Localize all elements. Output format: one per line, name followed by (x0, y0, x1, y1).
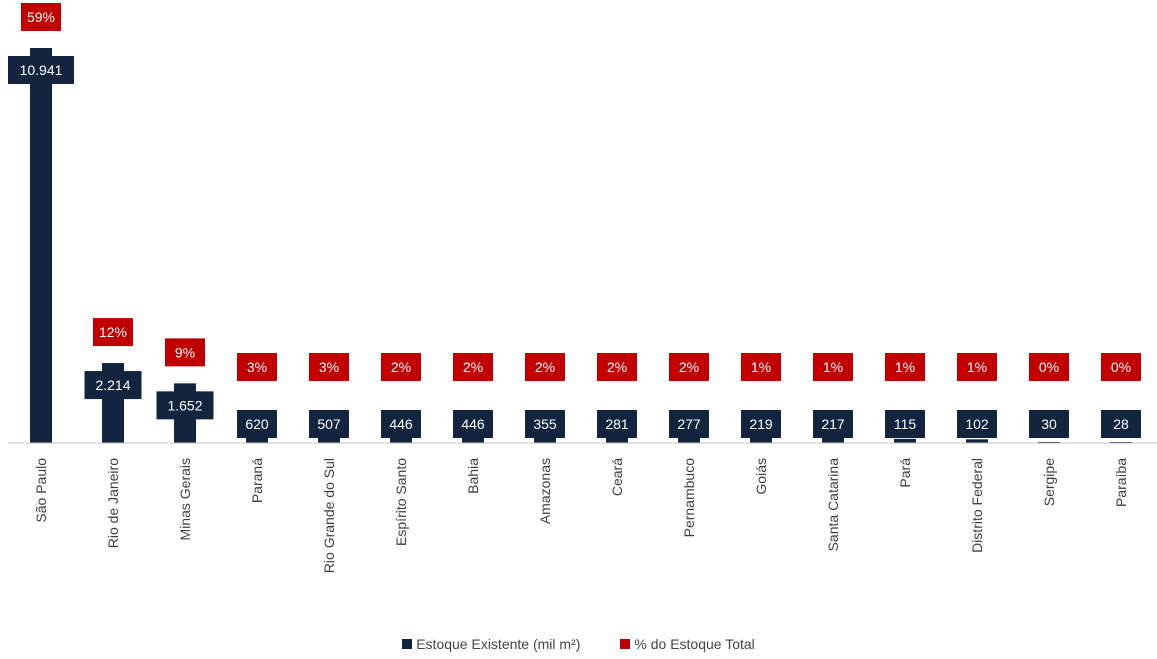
x-tick-label: São Paulo (33, 458, 49, 523)
bar (822, 435, 844, 443)
x-tick-label: Goiás (753, 458, 769, 495)
percent-label-box (237, 353, 277, 381)
percent-label-box (525, 353, 565, 381)
x-tick-label: Minas Gerais (177, 458, 193, 540)
value-label-box (597, 410, 637, 438)
bar (750, 435, 772, 443)
value-label: 620 (245, 416, 269, 432)
x-tick-label: Rio de Janeiro (105, 458, 121, 548)
x-tick-label: Bahia (465, 458, 481, 494)
x-tick-label: Santa Catarina (825, 458, 841, 552)
percent-label: 0% (1111, 359, 1131, 375)
percent-label: 3% (247, 359, 267, 375)
percent-label-box (597, 353, 637, 381)
value-label-box (309, 410, 349, 438)
percent-label: 1% (823, 359, 843, 375)
value-label-box (885, 410, 925, 438)
value-label: 507 (317, 416, 341, 432)
legend-item-stock: Estoque Existente (mil m²) (402, 636, 580, 652)
percent-label-box (453, 353, 493, 381)
value-label: 219 (749, 416, 773, 432)
percent-label-box (309, 353, 349, 381)
bar (30, 48, 52, 443)
value-label: 446 (461, 416, 485, 432)
value-label: 30 (1041, 416, 1057, 432)
value-label: 115 (894, 416, 917, 432)
percent-label-box (741, 353, 781, 381)
value-label-box (237, 410, 277, 438)
x-tick-label: Ceará (609, 458, 625, 496)
x-tick-label: Pará (897, 458, 913, 488)
legend: Estoque Existente (mil m²) % do Estoque … (0, 636, 1157, 652)
labels-group: 10.941 59% 2.214 12% 1.652 9% 620 3% 507 3% 446 2% 4… (8, 3, 1141, 438)
percent-label: 0% (1039, 359, 1059, 375)
percent-label: 2% (607, 359, 627, 375)
value-label-box (453, 410, 493, 438)
value-label: 102 (965, 416, 989, 432)
bar (1110, 441, 1132, 443)
percent-label: 2% (391, 359, 411, 375)
percent-label-box (381, 353, 421, 381)
value-label: 1.652 (167, 397, 202, 413)
x-tick-label: Paraíba (1113, 458, 1129, 507)
percent-label: 1% (967, 359, 987, 375)
bar (894, 438, 916, 443)
percent-label: 59% (27, 9, 55, 25)
value-label: 2.214 (95, 377, 130, 393)
value-label-box (669, 410, 709, 438)
x-tick-label: Paraná (249, 458, 265, 503)
x-tick-label: Rio Grande do Sul (321, 458, 337, 573)
value-label: 217 (821, 416, 845, 432)
percent-label-box (669, 353, 709, 381)
percent-label: 9% (175, 344, 195, 360)
value-label: 355 (533, 416, 557, 432)
value-label: 10.941 (20, 62, 63, 78)
percent-label: 2% (679, 359, 699, 375)
x-tick-label: Sergipe (1041, 458, 1057, 506)
x-tick-label: Espírito Santo (393, 458, 409, 546)
value-label-box (813, 410, 853, 438)
x-tick-labels: São Paulo Rio de Janeiro Minas Gerais Paran… (33, 458, 1129, 573)
value-label-box (525, 410, 565, 438)
percent-label-box (1101, 353, 1141, 381)
value-label-box (381, 410, 421, 438)
x-tick-label: Pernambuco (681, 458, 697, 538)
percent-label-box (813, 353, 853, 381)
value-label: 281 (605, 416, 629, 432)
percent-label-box (1029, 353, 1069, 381)
bar-chart: 10.941 59% 2.214 12% 1.652 9% 620 3% 507 3% 446 2% 4… (8, 3, 1157, 573)
legend-label-percent: % do Estoque Total (634, 636, 755, 652)
value-label: 446 (389, 416, 413, 432)
bar (1038, 441, 1060, 443)
percent-label: 2% (535, 359, 555, 375)
legend-label-stock: Estoque Existente (mil m²) (416, 636, 581, 652)
value-label: 277 (677, 416, 701, 432)
legend-item-percent: % do Estoque Total (620, 636, 755, 652)
percent-label: 3% (319, 359, 339, 375)
value-label: 28 (1113, 416, 1129, 432)
bars-group (30, 48, 1132, 443)
x-tick-label: Distrito Federal (969, 458, 985, 553)
percent-label: 1% (895, 359, 915, 375)
value-label-box (84, 371, 142, 400)
value-label-box (957, 410, 997, 438)
legend-swatch-percent (620, 639, 631, 649)
value-label-box (741, 410, 781, 438)
percent-label-box (21, 3, 61, 31)
percent-label: 12% (99, 324, 127, 340)
value-label-box (1029, 410, 1069, 438)
x-tick-label: Amazonas (537, 458, 553, 524)
percent-label-box (93, 318, 133, 347)
legend-swatch-stock (402, 639, 413, 649)
value-label-box (1101, 410, 1141, 438)
bar (966, 439, 988, 443)
value-label-box (8, 56, 74, 84)
value-label-box (156, 391, 214, 420)
percent-label-box (885, 353, 925, 381)
percent-label: 2% (463, 359, 483, 375)
percent-label: 1% (751, 359, 771, 375)
percent-label-box (957, 353, 997, 381)
percent-label-box (165, 338, 205, 367)
